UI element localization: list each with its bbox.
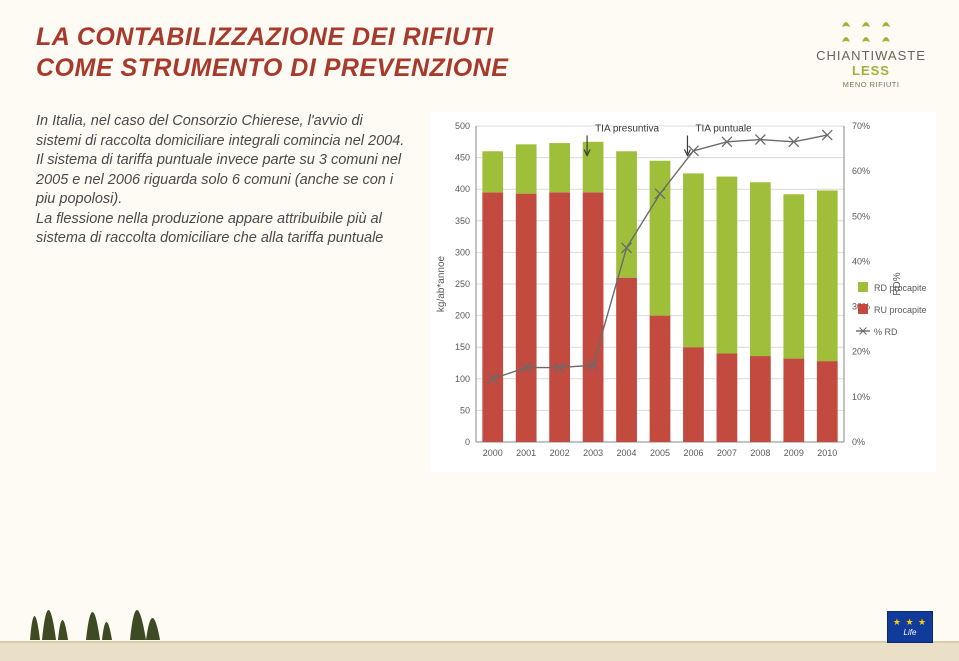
svg-text:0: 0 — [465, 437, 470, 447]
leaf-icon — [836, 14, 906, 46]
eu-life-badge: ★ ★ ★ Life — [887, 611, 933, 643]
svg-text:2009: 2009 — [784, 448, 804, 458]
waste-chart: 0501001502002503003504004505000%10%20%30… — [430, 112, 936, 472]
svg-text:60%: 60% — [852, 166, 870, 176]
svg-text:450: 450 — [455, 153, 470, 163]
svg-text:500: 500 — [455, 121, 470, 131]
eu-stars-icon: ★ ★ ★ — [893, 617, 927, 628]
brand-text: CHIANTIWASTE LESS — [811, 48, 931, 78]
svg-text:400: 400 — [455, 184, 470, 194]
page-title: LA CONTABILIZZAZIONE DEI RIFIUTI COME ST… — [36, 22, 508, 85]
chart-svg: 0501001502002503003504004505000%10%20%30… — [430, 112, 936, 472]
svg-text:100: 100 — [455, 374, 470, 384]
brand-c: LESS — [852, 63, 890, 78]
brand-logo: CHIANTIWASTE LESS MENO RIFIUTI — [811, 14, 931, 89]
svg-text:2005: 2005 — [650, 448, 670, 458]
svg-text:50%: 50% — [852, 211, 870, 221]
svg-text:2004: 2004 — [617, 448, 637, 458]
svg-text:300: 300 — [455, 247, 470, 257]
svg-text:70%: 70% — [852, 121, 870, 131]
svg-text:200: 200 — [455, 311, 470, 321]
svg-text:2010: 2010 — [817, 448, 837, 458]
svg-text:10%: 10% — [852, 392, 870, 402]
svg-text:50: 50 — [460, 405, 470, 415]
svg-text:2001: 2001 — [516, 448, 536, 458]
svg-text:2003: 2003 — [583, 448, 603, 458]
svg-text:2006: 2006 — [683, 448, 703, 458]
page: LA CONTABILIZZAZIONE DEI RIFIUTI COME ST… — [0, 0, 959, 661]
svg-text:2007: 2007 — [717, 448, 737, 458]
svg-text:20%: 20% — [852, 347, 870, 357]
svg-text:250: 250 — [455, 279, 470, 289]
brand-a: CHIANTI — [816, 48, 875, 63]
title-line-2: COME STRUMENTO DI PREVENZIONE — [36, 53, 508, 84]
body-text: In Italia, nel caso del Consorzio Chiere… — [36, 112, 406, 249]
svg-text:RU procapite: RU procapite — [874, 305, 927, 315]
brand-b: WASTE — [875, 48, 926, 63]
eu-life-label: Life — [904, 628, 917, 637]
svg-text:350: 350 — [455, 216, 470, 226]
svg-text:2002: 2002 — [550, 448, 570, 458]
svg-text:0%: 0% — [852, 437, 865, 447]
svg-text:2000: 2000 — [483, 448, 503, 458]
svg-text:150: 150 — [455, 342, 470, 352]
svg-text:kg/ab*annoe: kg/ab*annoe — [436, 255, 447, 312]
svg-text:TIA presuntiva: TIA presuntiva — [595, 123, 659, 134]
svg-text:40%: 40% — [852, 256, 870, 266]
trees-icon — [18, 562, 178, 647]
title-line-1: LA CONTABILIZZAZIONE DEI RIFIUTI — [36, 22, 508, 53]
svg-text:% RD: % RD — [874, 327, 898, 337]
svg-text:RD procapite: RD procapite — [874, 283, 927, 293]
svg-text:2008: 2008 — [750, 448, 770, 458]
svg-text:TIA puntuale: TIA puntuale — [695, 123, 752, 134]
brand-sub: MENO RIFIUTI — [811, 80, 931, 89]
